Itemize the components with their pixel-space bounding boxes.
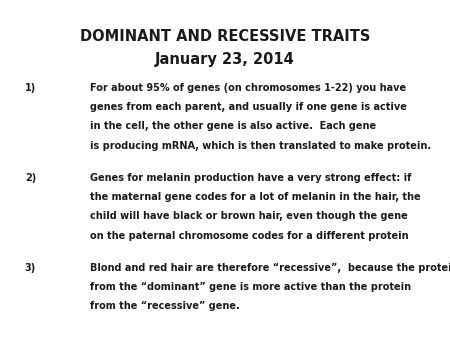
Text: from the “dominant” gene is more active than the protein: from the “dominant” gene is more active … bbox=[90, 282, 411, 292]
Text: January 23, 2014: January 23, 2014 bbox=[155, 52, 295, 67]
Text: on the paternal chromosome codes for a different protein: on the paternal chromosome codes for a d… bbox=[90, 231, 409, 241]
Text: is producing mRNA, which is then translated to make protein.: is producing mRNA, which is then transla… bbox=[90, 141, 431, 151]
Text: DOMINANT AND RECESSIVE TRAITS: DOMINANT AND RECESSIVE TRAITS bbox=[80, 29, 370, 44]
Text: child will have black or brown hair, even though the gene: child will have black or brown hair, eve… bbox=[90, 211, 408, 221]
Text: the maternal gene codes for a lot of melanin in the hair, the: the maternal gene codes for a lot of mel… bbox=[90, 192, 421, 202]
Text: 2): 2) bbox=[25, 173, 36, 183]
Text: Genes for melanin production have a very strong effect: if: Genes for melanin production have a very… bbox=[90, 173, 411, 183]
Text: in the cell, the other gene is also active.  Each gene: in the cell, the other gene is also acti… bbox=[90, 121, 376, 131]
Text: For about 95% of genes (on chromosomes 1-22) you have: For about 95% of genes (on chromosomes 1… bbox=[90, 83, 406, 93]
Text: 1): 1) bbox=[25, 83, 36, 93]
Text: genes from each parent, and usually if one gene is active: genes from each parent, and usually if o… bbox=[90, 102, 407, 112]
Text: 3): 3) bbox=[25, 263, 36, 273]
Text: from the “recessive” gene.: from the “recessive” gene. bbox=[90, 301, 240, 311]
Text: Blond and red hair are therefore “recessive”,  because the protein: Blond and red hair are therefore “recess… bbox=[90, 263, 450, 273]
